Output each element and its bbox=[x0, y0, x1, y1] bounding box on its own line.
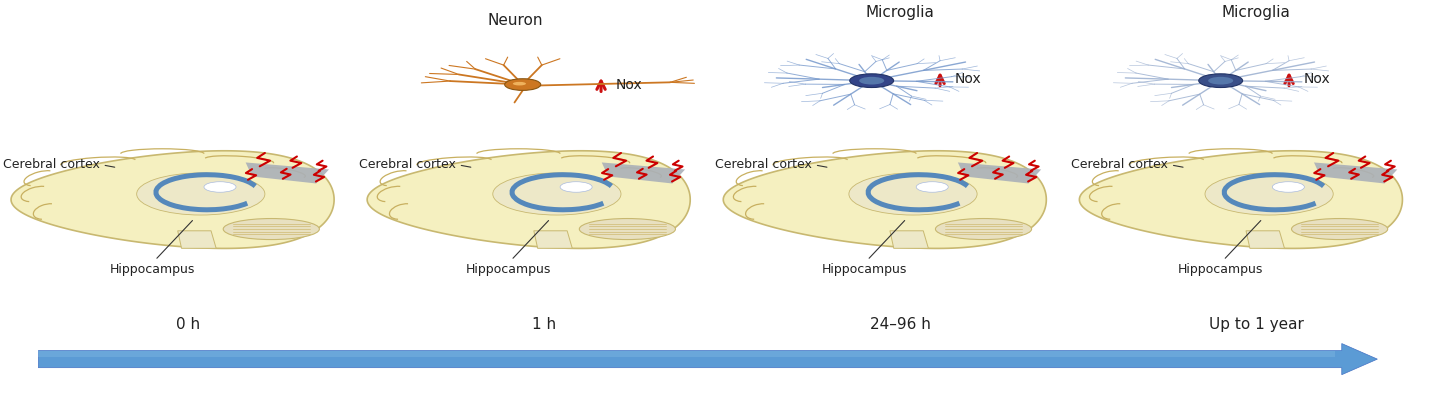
Polygon shape bbox=[177, 231, 216, 248]
Text: Cerebral cortex: Cerebral cortex bbox=[1071, 158, 1183, 171]
Ellipse shape bbox=[1291, 218, 1387, 239]
Text: Hippocampus: Hippocampus bbox=[822, 220, 907, 276]
Polygon shape bbox=[1080, 151, 1403, 248]
Text: Hippocampus: Hippocampus bbox=[110, 220, 194, 276]
Ellipse shape bbox=[1205, 173, 1333, 215]
Polygon shape bbox=[39, 344, 1377, 375]
Polygon shape bbox=[1246, 231, 1284, 248]
Text: Cerebral cortex: Cerebral cortex bbox=[3, 158, 114, 171]
Text: Microglia: Microglia bbox=[865, 5, 935, 20]
Text: Neuron: Neuron bbox=[488, 13, 543, 28]
Polygon shape bbox=[39, 350, 1334, 357]
Polygon shape bbox=[533, 231, 572, 248]
Text: Microglia: Microglia bbox=[1221, 5, 1291, 20]
Text: Nox: Nox bbox=[954, 72, 981, 86]
Ellipse shape bbox=[137, 173, 265, 215]
Ellipse shape bbox=[935, 218, 1031, 239]
Text: Nox: Nox bbox=[615, 77, 642, 92]
Text: 0 h: 0 h bbox=[176, 316, 200, 331]
Text: 1 h: 1 h bbox=[532, 316, 556, 331]
Text: Up to 1 year: Up to 1 year bbox=[1208, 316, 1304, 331]
Text: 24–96 h: 24–96 h bbox=[869, 316, 931, 331]
Polygon shape bbox=[1314, 162, 1397, 184]
Text: Hippocampus: Hippocampus bbox=[466, 220, 551, 276]
Text: Cerebral cortex: Cerebral cortex bbox=[715, 158, 827, 171]
Text: Hippocampus: Hippocampus bbox=[1178, 220, 1263, 276]
Polygon shape bbox=[368, 151, 691, 248]
Ellipse shape bbox=[1198, 74, 1243, 88]
Polygon shape bbox=[724, 151, 1047, 248]
Ellipse shape bbox=[849, 173, 977, 215]
Ellipse shape bbox=[561, 182, 592, 192]
Ellipse shape bbox=[859, 77, 884, 85]
Text: Cerebral cortex: Cerebral cortex bbox=[359, 158, 470, 171]
Ellipse shape bbox=[1208, 77, 1233, 85]
Polygon shape bbox=[889, 231, 928, 248]
Polygon shape bbox=[246, 162, 329, 184]
Ellipse shape bbox=[493, 173, 621, 215]
Ellipse shape bbox=[204, 182, 236, 192]
Ellipse shape bbox=[513, 82, 526, 85]
Ellipse shape bbox=[917, 182, 948, 192]
Ellipse shape bbox=[223, 218, 319, 239]
Ellipse shape bbox=[579, 218, 675, 239]
Text: Nox: Nox bbox=[1303, 72, 1330, 86]
Ellipse shape bbox=[505, 79, 541, 90]
Polygon shape bbox=[602, 162, 685, 184]
Polygon shape bbox=[958, 162, 1041, 184]
Ellipse shape bbox=[849, 74, 894, 88]
Polygon shape bbox=[11, 151, 335, 248]
Ellipse shape bbox=[1273, 182, 1304, 192]
